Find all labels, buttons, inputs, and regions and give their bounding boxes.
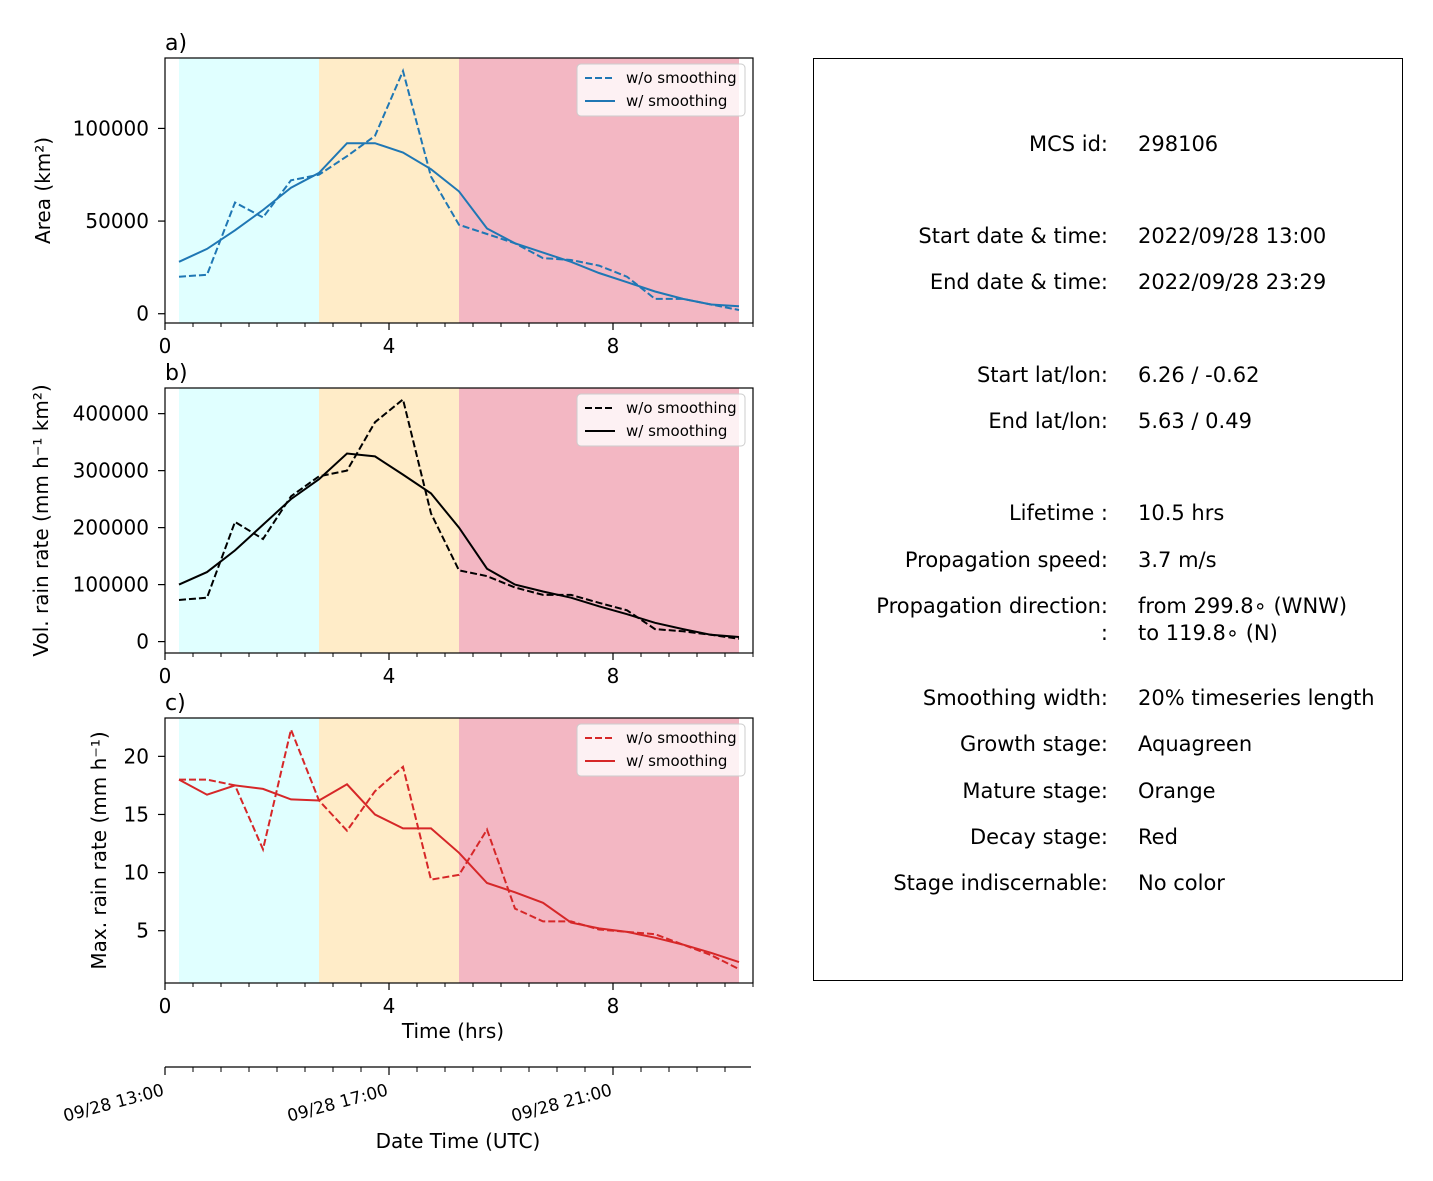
date-tick-label: 09/28 21:00 bbox=[509, 1081, 614, 1127]
info-value-mcs-id: 298106 bbox=[1138, 132, 1219, 156]
info-value-lifetime: 10.5 hrs bbox=[1138, 501, 1225, 525]
y-tick-label: 300000 bbox=[73, 459, 149, 483]
x-tick-label: 4 bbox=[383, 334, 396, 358]
legend-label: w/o smoothing bbox=[626, 399, 737, 417]
info-value-end-latlon: 5.63 / 0.49 bbox=[1138, 409, 1252, 433]
legend-box bbox=[576, 393, 746, 447]
series-line-without-smoothing bbox=[178, 67, 740, 311]
legend-label: w/ smoothing bbox=[626, 422, 727, 440]
info-value-propagation-to: to 119.8∘ (N) bbox=[1138, 621, 1278, 645]
y-tick-label: 15 bbox=[124, 802, 149, 826]
series-line-without-smoothing bbox=[178, 397, 740, 640]
info-label-propagation-direction: Propagation direction: bbox=[876, 594, 1108, 618]
date-axis-label: Date Time (UTC) bbox=[376, 1129, 541, 1153]
info-value-propagation-from: from 299.8∘ (WNW) bbox=[1138, 594, 1348, 618]
info-value-smoothing-width: 20% timeseries length bbox=[1138, 686, 1375, 710]
axes-frame bbox=[164, 717, 754, 984]
axes-frame bbox=[164, 57, 754, 324]
legend-box bbox=[576, 63, 746, 117]
info-value-start-latlon: 6.26 / -0.62 bbox=[1138, 363, 1260, 387]
date-tick-label: 09/28 17:00 bbox=[285, 1081, 390, 1127]
panel-label: a) bbox=[165, 31, 187, 56]
info-label-lifetime: Lifetime : bbox=[1008, 501, 1108, 525]
y-tick-label: 0 bbox=[136, 302, 149, 326]
legend-box bbox=[576, 723, 746, 777]
chart-panel-b: 0 4 8 0 100000 200000 300000 400000 b) Vol. rain … bbox=[29, 361, 754, 688]
legend: w/o smoothing w/ smoothing bbox=[576, 723, 746, 777]
x-tick-label: 0 bbox=[159, 664, 172, 688]
x-tick-label: 0 bbox=[159, 994, 172, 1018]
info-label-start-time: Start date & time: bbox=[918, 224, 1108, 248]
y-axis-label: Vol. rain rate (mm h⁻¹ km²) bbox=[29, 384, 53, 656]
info-label-decay-stage: Decay stage: bbox=[970, 825, 1108, 849]
date-tick-label: 09/28 13:00 bbox=[61, 1081, 166, 1127]
info-value-decay-stage: Red bbox=[1138, 825, 1178, 849]
y-tick-label: 100000 bbox=[73, 573, 149, 597]
x-tick-label: 8 bbox=[607, 334, 620, 358]
info-label-propagation-to: : bbox=[1100, 621, 1108, 645]
legend-label: w/ smoothing bbox=[626, 752, 727, 770]
y-tick-label: 5 bbox=[136, 919, 149, 943]
x-tick-label: 4 bbox=[383, 664, 396, 688]
info-label-stage-indiscernable: Stage indiscernable: bbox=[893, 871, 1108, 895]
mcs-info-box: MCS id: 298106 Start date & time: 2022/0… bbox=[813, 58, 1403, 981]
legend-label: w/o smoothing bbox=[626, 729, 737, 747]
chart-panel-a: 0 4 8 0 50000 100000 a) Area (km²) w/o smoothing… bbox=[31, 31, 754, 358]
info-label-smoothing-width: Smoothing width: bbox=[922, 686, 1108, 710]
x-tick-label: 8 bbox=[607, 664, 620, 688]
info-label-start-latlon: Start lat/lon: bbox=[976, 363, 1108, 387]
info-label-mature-stage: Mature stage: bbox=[962, 779, 1108, 803]
series-line-with-smoothing bbox=[178, 452, 740, 638]
stage-span-growth bbox=[179, 718, 319, 983]
panel-label: b) bbox=[165, 361, 188, 386]
panel-label: c) bbox=[165, 691, 186, 716]
series-line-with-smoothing bbox=[178, 778, 740, 964]
x-tick-label: 8 bbox=[607, 994, 620, 1018]
legend-label: w/o smoothing bbox=[626, 69, 737, 87]
stage-span-growth bbox=[179, 388, 319, 653]
info-value-mature-stage: Orange bbox=[1138, 779, 1216, 803]
info-value-start-time: 2022/09/28 13:00 bbox=[1138, 224, 1327, 248]
info-label-growth-stage: Growth stage: bbox=[959, 732, 1108, 756]
legend: w/o smoothing w/ smoothing bbox=[576, 63, 746, 117]
y-axis-label: Max. rain rate (mm h⁻¹) bbox=[87, 731, 111, 969]
info-label-mcs-id: MCS id: bbox=[1028, 132, 1108, 156]
y-tick-label: 400000 bbox=[73, 402, 149, 426]
stage-span-mature bbox=[319, 718, 459, 983]
y-tick-label: 0 bbox=[136, 630, 149, 654]
info-value-stage-indiscernable: No color bbox=[1138, 871, 1225, 895]
stage-span-mature bbox=[319, 388, 459, 653]
y-tick-label: 50000 bbox=[85, 209, 149, 233]
info-value-growth-stage: Aquagreen bbox=[1138, 732, 1253, 756]
y-tick-label: 20 bbox=[124, 744, 149, 768]
axes-frame bbox=[164, 387, 754, 654]
y-tick-label: 200000 bbox=[73, 516, 149, 540]
x-tick-label: 0 bbox=[159, 334, 172, 358]
series-line-with-smoothing bbox=[178, 142, 740, 308]
series-line-without-smoothing bbox=[179, 726, 740, 970]
info-value-end-time: 2022/09/28 23:29 bbox=[1138, 270, 1327, 294]
y-tick-label: 10 bbox=[124, 861, 149, 885]
legend: w/o smoothing w/ smoothing bbox=[576, 393, 746, 447]
info-label-end-time: End date & time: bbox=[929, 270, 1108, 294]
stage-span-growth bbox=[179, 58, 319, 323]
y-axis-label: Area (km²) bbox=[31, 137, 55, 244]
legend-label: w/ smoothing bbox=[626, 92, 727, 110]
x-tick-label: 4 bbox=[383, 994, 396, 1018]
y-tick-label: 100000 bbox=[73, 116, 149, 140]
info-label-propagation-speed: Propagation speed: bbox=[904, 548, 1108, 572]
x-axis-label: Time (hrs) bbox=[401, 1019, 504, 1043]
chart-panels: 0 4 8 0 50000 100000 a) Area (km²) w/o smoothing… bbox=[29, 31, 754, 1043]
info-label-end-latlon: End lat/lon: bbox=[988, 409, 1108, 433]
info-value-propagation-speed: 3.7 m/s bbox=[1138, 548, 1217, 572]
chart-panel-c: 0 4 8 5 10 15 20 c) Max. rain rate (mm h⁻¹) Time … bbox=[87, 691, 754, 1043]
